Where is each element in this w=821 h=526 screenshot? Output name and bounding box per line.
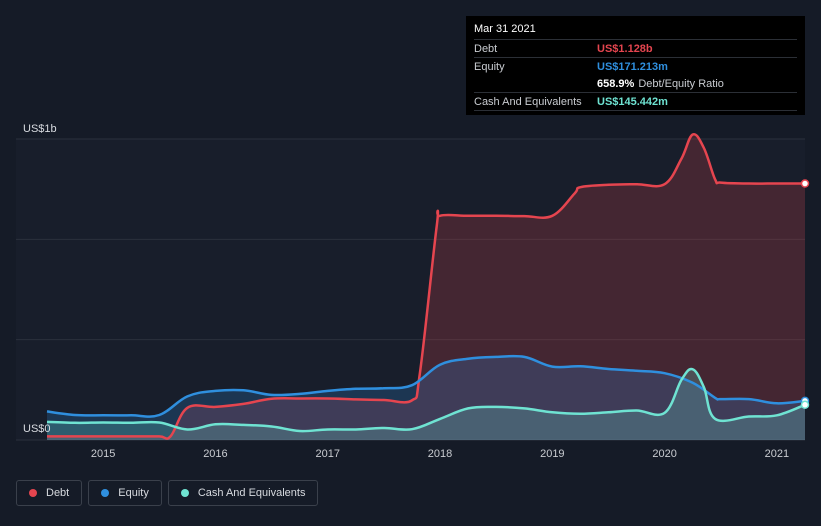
tooltip-cash-value: US$145.442m bbox=[597, 95, 668, 108]
tooltip-debt-row: Debt US$1.128b bbox=[474, 39, 797, 57]
x-tick-label-2018: 2018 bbox=[428, 448, 452, 460]
area-debt bbox=[47, 134, 805, 440]
x-tick-label-2016: 2016 bbox=[203, 448, 227, 460]
tooltip-debt-value: US$1.128b bbox=[597, 42, 653, 55]
x-tick-label-2020: 2020 bbox=[652, 448, 676, 460]
legend-dot-debt bbox=[29, 489, 37, 497]
legend-label-equity: Equity bbox=[118, 487, 149, 499]
legend: Debt Equity Cash And Equivalents bbox=[16, 480, 319, 506]
x-axis-ticks: 2015 2016 2017 2018 2019 2020 2021 bbox=[91, 448, 789, 460]
series-areas bbox=[47, 134, 805, 440]
legend-dot-equity bbox=[101, 489, 110, 497]
end-marker-cash bbox=[800, 400, 810, 410]
line-debt bbox=[47, 132, 805, 440]
x-tick-label-2015: 2015 bbox=[91, 448, 115, 460]
tooltip-ratio-value: 658.9% bbox=[597, 77, 635, 90]
legend-item-equity[interactable]: Equity bbox=[88, 480, 162, 506]
tooltip-cash-row: Cash And Equivalents US$145.442m bbox=[474, 92, 797, 111]
x-tick-label-2021: 2021 bbox=[765, 448, 789, 460]
end-markers bbox=[800, 179, 810, 410]
legend-item-debt[interactable]: Debt bbox=[16, 480, 83, 506]
legend-item-cash[interactable]: Cash And Equivalents bbox=[167, 480, 319, 506]
tooltip-equity-label: Equity bbox=[474, 60, 505, 73]
tooltip-equity-value: US$171.213m bbox=[597, 60, 668, 73]
tooltip-equity-row: Equity US$171.213m bbox=[474, 57, 797, 75]
y-axis-top-label: US$1b bbox=[23, 123, 57, 135]
area-cash bbox=[47, 369, 805, 440]
x-tick-label-2017: 2017 bbox=[315, 448, 339, 460]
tooltip: Mar 31 2021 Debt US$1.128b Equity US$171… bbox=[466, 16, 805, 115]
end-marker-debt bbox=[800, 179, 810, 188]
tooltip-cash-label: Cash And Equivalents bbox=[474, 95, 582, 108]
tooltip-date: Mar 31 2021 bbox=[474, 23, 536, 35]
plot-background bbox=[16, 139, 805, 440]
area-equity bbox=[47, 356, 805, 440]
x-tick-label-2019: 2019 bbox=[540, 448, 564, 460]
line-cash bbox=[46, 367, 806, 433]
legend-label-debt: Debt bbox=[46, 487, 70, 499]
line-equity bbox=[46, 354, 806, 418]
grid-lines bbox=[16, 138, 805, 441]
y-axis-bottom-label: US$0 bbox=[23, 423, 51, 435]
series-lines bbox=[46, 132, 806, 440]
tooltip-debt-label: Debt bbox=[474, 42, 498, 55]
tooltip-ratio-row: 658.9% Debt/Equity Ratio bbox=[474, 75, 797, 92]
legend-dot-cash bbox=[180, 489, 189, 497]
legend-label-cash: Cash And Equivalents bbox=[197, 487, 306, 499]
tooltip-ratio-label: Debt/Equity Ratio bbox=[638, 77, 724, 90]
